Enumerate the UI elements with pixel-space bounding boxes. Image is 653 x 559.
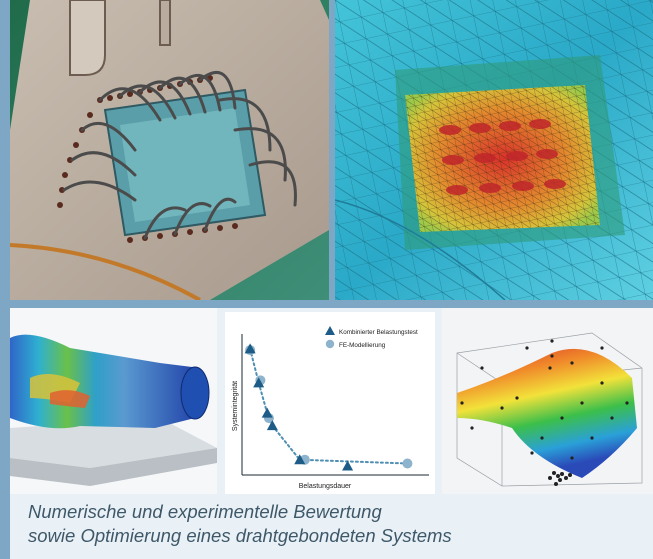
response-surface-plot — [442, 308, 653, 494]
legend-circle-marker — [325, 339, 335, 349]
legend-label-circle: FE-Modellierung — [339, 342, 386, 349]
y-axis-label: Systemintegrität — [232, 381, 239, 431]
triangle-marker — [342, 460, 354, 471]
response-surface-illustration — [442, 308, 653, 494]
frame-left-border — [0, 0, 10, 559]
chart-panel: Kombinierter Belastungstest FE-Modellier… — [225, 312, 435, 494]
caption-line-1: Numerische und experimentelle Bewertung — [28, 501, 382, 522]
triangle-marker — [294, 454, 306, 465]
legend-label-triangle: Kombinierter Belastungstest — [339, 329, 418, 336]
wire-deformation-model — [10, 308, 217, 494]
fe-mesh-illustration — [335, 0, 653, 300]
caption-line-2: sowie Optimierung eines drahtgebondeten … — [28, 525, 452, 546]
figure-caption: Numerische und experimentelle Bewertung … — [28, 500, 638, 548]
frame-divider-vertical — [329, 0, 335, 300]
wire-deformation-illustration — [10, 308, 217, 494]
triangle-marker — [261, 407, 273, 418]
fe-mesh-heatmap — [335, 0, 653, 300]
x-axis-label: Belastungsdauer — [299, 483, 352, 490]
frame-divider-horizontal — [0, 300, 653, 308]
legend-triangle-marker — [325, 326, 335, 335]
triangle-marker — [266, 420, 278, 431]
scatter-chart: Kombinierter Belastungstest FE-Modellier… — [232, 326, 429, 490]
triangle-marker — [244, 343, 256, 354]
triangle-marker — [253, 377, 265, 388]
wire-bond-photo-illustration — [10, 0, 329, 300]
circle-marker — [402, 458, 413, 469]
trend-line — [249, 347, 409, 465]
chart-marks — [244, 343, 413, 471]
wire-bond-photo — [10, 0, 329, 300]
